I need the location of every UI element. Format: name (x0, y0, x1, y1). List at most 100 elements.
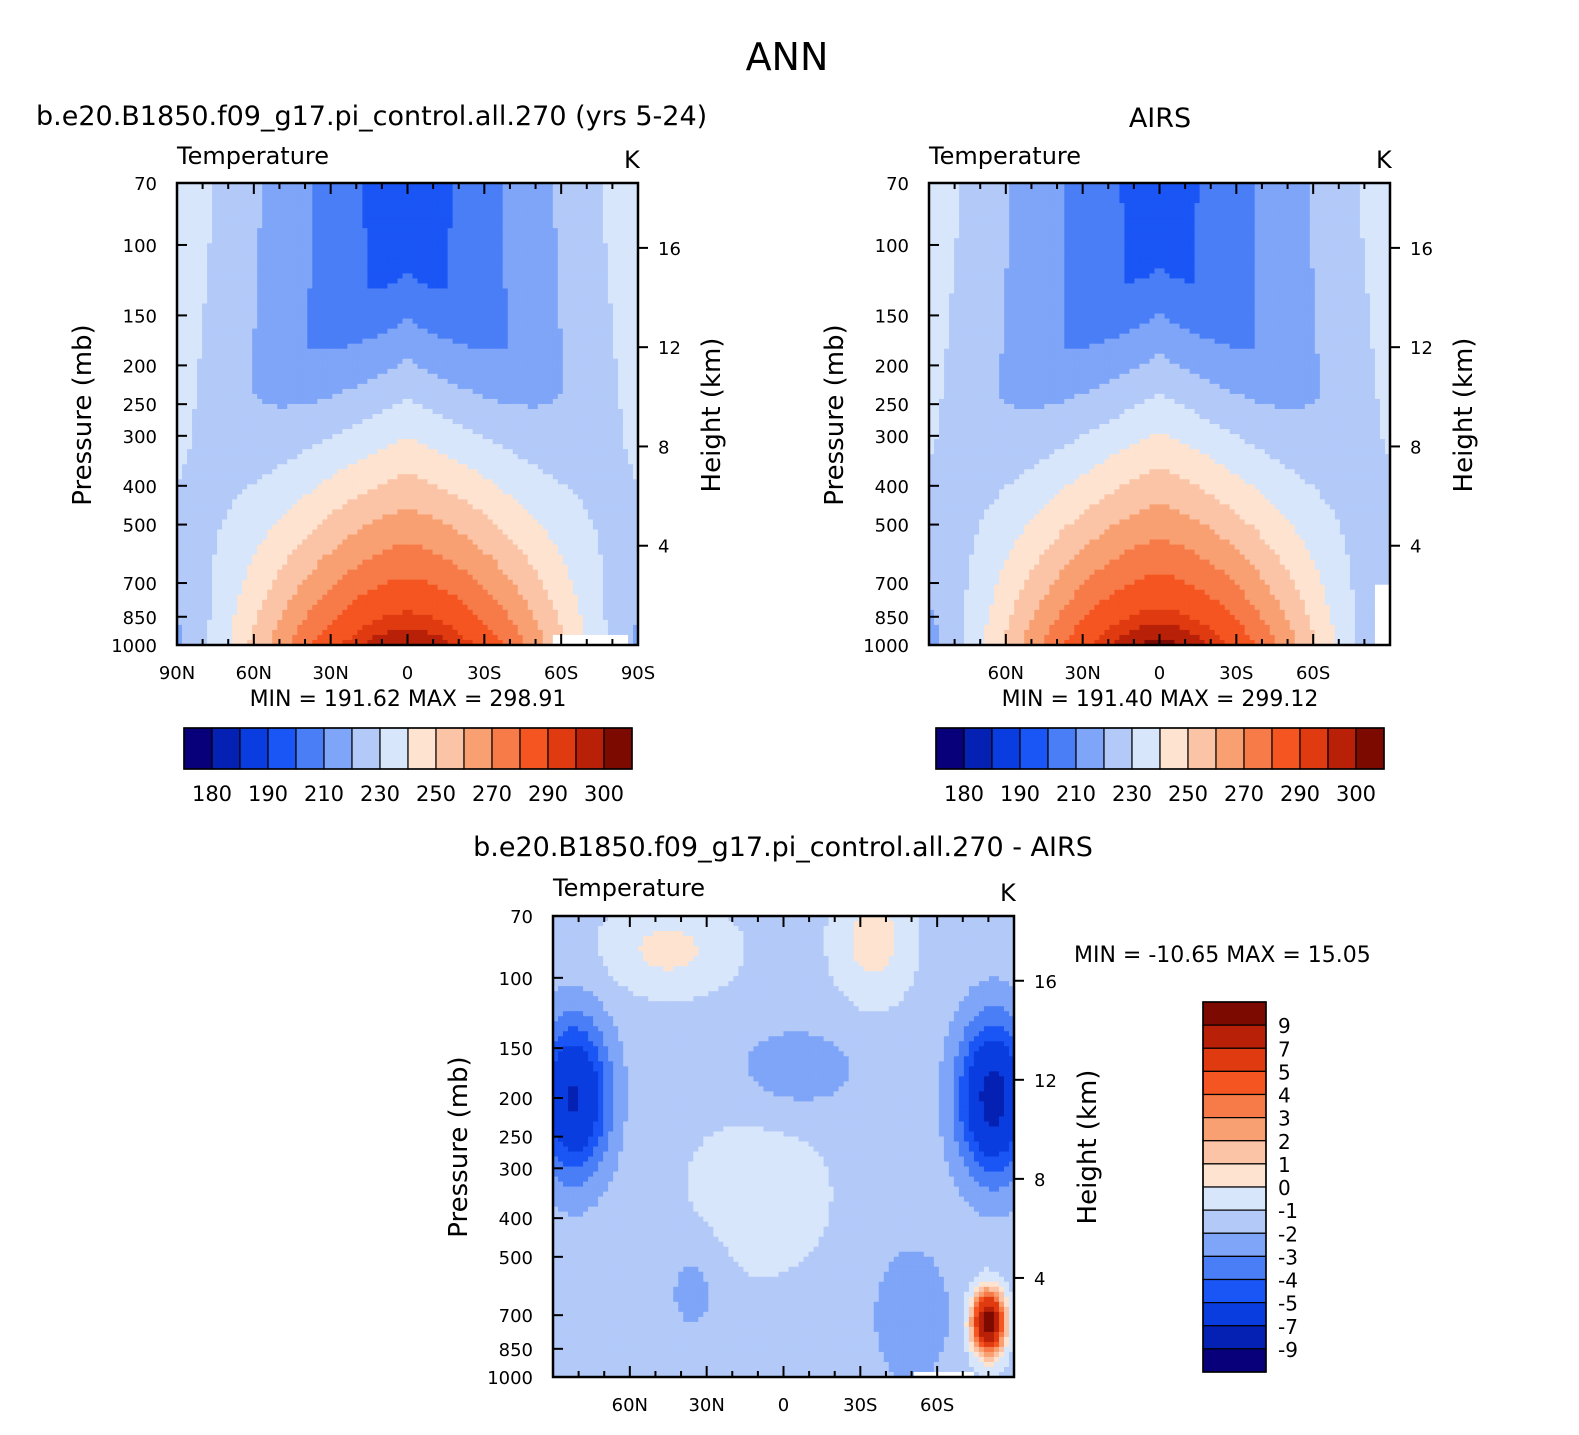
contour-cell (182, 338, 188, 345)
contour-cell (467, 193, 474, 199)
contour-cell (462, 424, 469, 430)
contour-cell (477, 353, 484, 360)
contour-cell (292, 293, 298, 300)
contour-cell (557, 313, 564, 320)
contour-cell (612, 278, 619, 285)
contour-cell (612, 248, 619, 254)
contour-cell (267, 348, 273, 355)
contour-cell (557, 203, 564, 209)
contour-cell (247, 383, 253, 390)
contour-cell (437, 403, 444, 410)
contour-cell (312, 333, 318, 340)
contour-cell (202, 373, 208, 380)
contour-cell (207, 449, 213, 455)
contour-cell (567, 408, 574, 415)
contour-cell (622, 363, 629, 370)
contour-cell (212, 283, 218, 290)
contour-cell (307, 388, 313, 395)
contour-cell (387, 253, 394, 259)
contour-cell (522, 223, 529, 229)
contour-cell (332, 233, 338, 239)
contour-cell (432, 193, 439, 199)
contour-cell (232, 223, 238, 229)
contour-cell (272, 353, 278, 360)
contour-cell (192, 243, 198, 249)
contour-cell (352, 253, 358, 259)
contour-cell (447, 444, 454, 450)
contour-cell (432, 288, 439, 295)
contour-cell (177, 263, 183, 269)
contour-cell (312, 203, 318, 209)
contour-cell (552, 449, 559, 455)
contour-cell (232, 278, 238, 285)
contour-cell (212, 408, 218, 415)
contour-cell (597, 278, 604, 285)
contour-cell (502, 308, 509, 315)
contour-cell (197, 414, 203, 420)
contour-cell (577, 238, 584, 244)
contour-cell (342, 233, 348, 239)
contour-cell (397, 273, 404, 280)
contour-cell (217, 338, 223, 345)
contour-cell (287, 424, 293, 430)
contour-cell (577, 383, 584, 390)
contour-cell (322, 348, 328, 355)
contour-cell (487, 338, 494, 345)
contour-cell (317, 213, 323, 219)
contour-cell (327, 363, 333, 370)
contour-cell (217, 188, 223, 194)
contour-cell (367, 403, 374, 410)
contour-cell (377, 434, 384, 440)
contour-cell (242, 258, 248, 264)
contour-cell (322, 434, 328, 440)
contour-cell (297, 223, 303, 229)
contour-cell (327, 313, 333, 320)
contour-cell (522, 408, 529, 415)
contour-cell (192, 343, 198, 350)
contour-cell (352, 388, 358, 395)
contour-cell (487, 358, 494, 365)
contour-cell (622, 258, 629, 264)
contour-cell (567, 283, 574, 290)
contour-cell (227, 308, 233, 315)
contour-cell (227, 414, 233, 420)
contour-cell (377, 439, 384, 445)
contour-cell (332, 193, 338, 199)
contour-cell (507, 328, 514, 335)
contour-cell (362, 393, 369, 400)
contour-cell (627, 333, 634, 340)
contour-cell (432, 403, 439, 410)
contour-cell (432, 383, 439, 390)
contour-cell (582, 439, 589, 445)
contour-cell (207, 323, 213, 330)
contour-cell (582, 263, 589, 269)
contour-cell (392, 348, 399, 355)
contour-cell (207, 213, 213, 219)
contour-cell (567, 419, 574, 425)
contour-cell (192, 333, 198, 340)
contour-cell (282, 258, 288, 264)
contour-cell (177, 243, 183, 249)
contour-cell (272, 323, 278, 330)
contour-cell (522, 253, 529, 259)
contour-cell (287, 243, 293, 249)
contour-cell (377, 298, 384, 305)
contour-cell (452, 278, 459, 285)
contour-cell (337, 363, 343, 370)
contour-cell (527, 278, 534, 285)
contour-cell (597, 419, 604, 425)
contour-cell (477, 343, 484, 350)
contour-cell (597, 253, 604, 259)
contour-cell (322, 439, 328, 445)
contour-cell (337, 308, 343, 315)
contour-cell (397, 323, 404, 330)
contour-cell (542, 353, 549, 360)
contour-cell (612, 258, 619, 264)
contour-cell (282, 439, 288, 445)
contour-cell (497, 228, 504, 234)
contour-cell (312, 449, 318, 455)
contour-cell (552, 283, 559, 290)
contour-cell (507, 218, 514, 224)
contour-cell (287, 363, 293, 370)
contour-cell (232, 288, 238, 295)
